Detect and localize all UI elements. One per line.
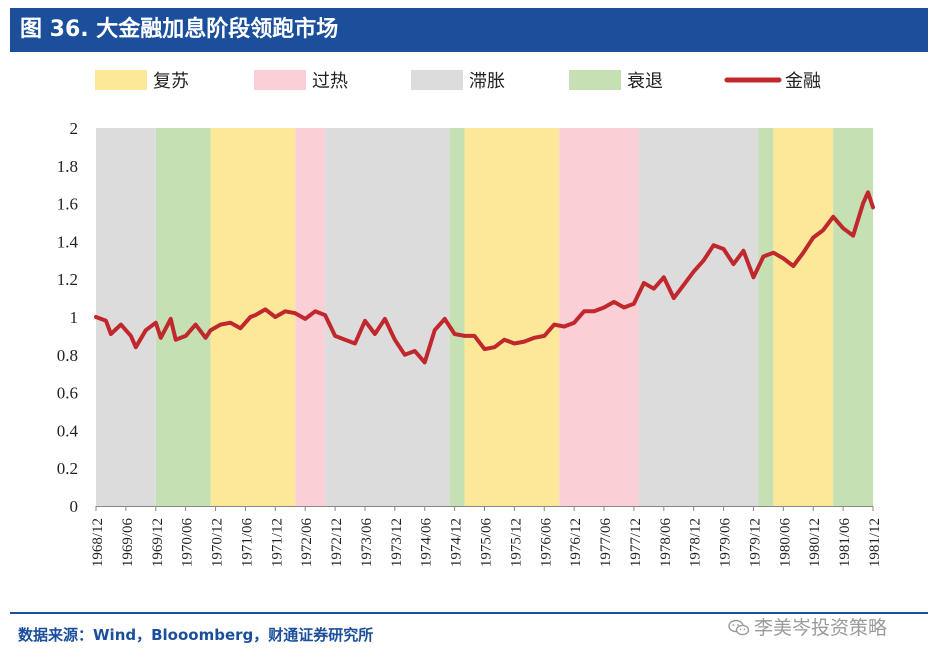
y-tick-label: 1.2 bbox=[57, 270, 78, 289]
x-tick-label: 1975/06 bbox=[479, 518, 495, 568]
page-title: 图 36. 大金融加息阶段领跑市场 bbox=[20, 17, 339, 42]
wechat-icon bbox=[728, 619, 750, 636]
y-tick-label: 0.2 bbox=[57, 459, 78, 478]
watermark: 李美岑投资策略 bbox=[728, 613, 887, 640]
legend-swatch bbox=[569, 70, 621, 90]
x-tick-label: 1971/12 bbox=[269, 518, 285, 567]
x-tick-label: 1978/12 bbox=[688, 518, 704, 567]
phase-band bbox=[638, 128, 759, 506]
phase-bands bbox=[96, 128, 873, 506]
legend-swatch bbox=[95, 70, 147, 90]
y-tick-label: 0.8 bbox=[57, 346, 78, 365]
phase-band bbox=[559, 128, 639, 506]
x-tick-label: 1972/06 bbox=[299, 518, 315, 568]
x-tick-label: 1977/06 bbox=[598, 518, 614, 568]
phase-band bbox=[833, 128, 873, 506]
source-note: 数据来源：Wind，Blooomberg，财通证券研究所 bbox=[18, 626, 374, 644]
y-tick-label: 1.4 bbox=[57, 232, 79, 251]
y-tick-label: 0.6 bbox=[57, 384, 78, 403]
footer-divider bbox=[10, 612, 928, 614]
y-axis: 0 0.2 0.4 0.6 0.8 1 1.2 1.4 1.6 1.8 2 bbox=[57, 119, 79, 516]
y-tick-label: 2 bbox=[70, 119, 79, 138]
legend-swatch bbox=[411, 70, 463, 90]
y-tick-label: 1 bbox=[70, 308, 79, 327]
phase-band bbox=[464, 128, 560, 506]
x-tick-label: 1980/12 bbox=[807, 518, 823, 567]
x-tick-label: 1974/06 bbox=[419, 518, 435, 568]
legend-label: 衰退 bbox=[627, 71, 663, 92]
chart-legend: 复苏 过热 滞胀 衰退 金融 bbox=[95, 70, 821, 92]
x-tick-label: 1978/06 bbox=[658, 518, 674, 568]
title-bar: 图 36. 大金融加息阶段领跑市场 bbox=[10, 8, 928, 52]
x-tick-label: 1974/12 bbox=[449, 518, 465, 567]
x-tick-label: 1969/12 bbox=[150, 518, 166, 567]
y-tick-label: 0 bbox=[70, 497, 79, 516]
x-tick-label: 1980/06 bbox=[777, 518, 793, 568]
x-tick-label: 1971/06 bbox=[239, 518, 255, 568]
x-tick-label: 1972/12 bbox=[329, 518, 345, 567]
y-tick-label: 1.6 bbox=[57, 195, 78, 214]
x-tick-label: 1979/06 bbox=[718, 518, 734, 568]
phase-band bbox=[155, 128, 211, 506]
legend-swatch bbox=[254, 70, 306, 90]
x-axis: 1968/12 1969/06 1969/12 1970/06 1970/12 1971/… bbox=[90, 506, 883, 567]
x-tick-label: 1973/12 bbox=[389, 518, 405, 567]
y-tick-label: 0.4 bbox=[57, 421, 79, 440]
x-tick-label: 1977/12 bbox=[628, 518, 644, 567]
series-line bbox=[94, 190, 875, 365]
phase-band bbox=[96, 128, 156, 506]
phase-band bbox=[325, 128, 450, 506]
legend-label: 复苏 bbox=[153, 71, 189, 92]
x-tick-label: 1976/12 bbox=[568, 518, 584, 567]
x-tick-label: 1970/12 bbox=[210, 518, 226, 567]
phase-band bbox=[449, 128, 465, 506]
legend-label: 过热 bbox=[312, 71, 348, 92]
series-layer bbox=[94, 190, 875, 365]
x-tick-label: 1969/06 bbox=[120, 518, 136, 568]
x-tick-label: 1968/12 bbox=[90, 518, 106, 567]
watermark-text: 李美岑投资策略 bbox=[754, 617, 888, 639]
legend-label: 金融 bbox=[785, 71, 821, 92]
legend-label: 滞胀 bbox=[469, 71, 505, 92]
x-tick-label: 1981/12 bbox=[867, 518, 883, 567]
x-tick-label: 1975/12 bbox=[508, 518, 524, 567]
phase-band bbox=[758, 128, 774, 506]
y-tick-label: 1.8 bbox=[57, 157, 78, 176]
chart: 复苏 过热 滞胀 衰退 金融 0 0.2 0.4 0.6 0.8 1 1.2 1.4 1.6 1.8 2 1… bbox=[57, 70, 883, 567]
phase-band bbox=[773, 128, 834, 506]
x-tick-label: 1981/06 bbox=[837, 518, 853, 568]
x-tick-label: 1979/12 bbox=[747, 518, 763, 567]
x-tick-label: 1970/06 bbox=[180, 518, 196, 568]
x-tick-label: 1973/06 bbox=[359, 518, 375, 568]
x-tick-label: 1976/06 bbox=[538, 518, 554, 568]
